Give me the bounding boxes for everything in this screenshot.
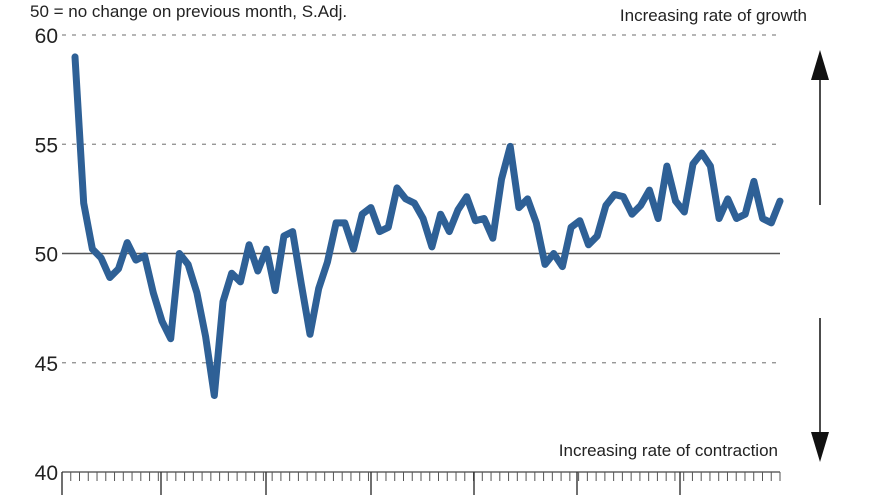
y-tick-label-50: 50 [35, 244, 58, 267]
y-tick-label-60: 60 [35, 25, 58, 48]
series-line-0 [71, 53, 784, 399]
x-axis [61, 471, 781, 495]
y-tick-label-55: 55 [35, 134, 58, 157]
y-tick-label-45: 45 [35, 353, 58, 376]
growth-annotation: Increasing rate of growth [619, 6, 807, 25]
contraction-annotation: Increasing rate of contraction [554, 441, 782, 461]
direction-arrows [811, 50, 829, 462]
y-tick-label-40: 40 [35, 462, 58, 485]
contraction-arrow-head [811, 432, 829, 462]
chart-subtitle: 50 = no change on previous month, S.Adj. [30, 2, 348, 21]
y-axis-tick-labels: 40 45 50 55 60 [35, 25, 58, 485]
growth-arrow-head [811, 50, 829, 80]
series-layer [71, 53, 784, 399]
